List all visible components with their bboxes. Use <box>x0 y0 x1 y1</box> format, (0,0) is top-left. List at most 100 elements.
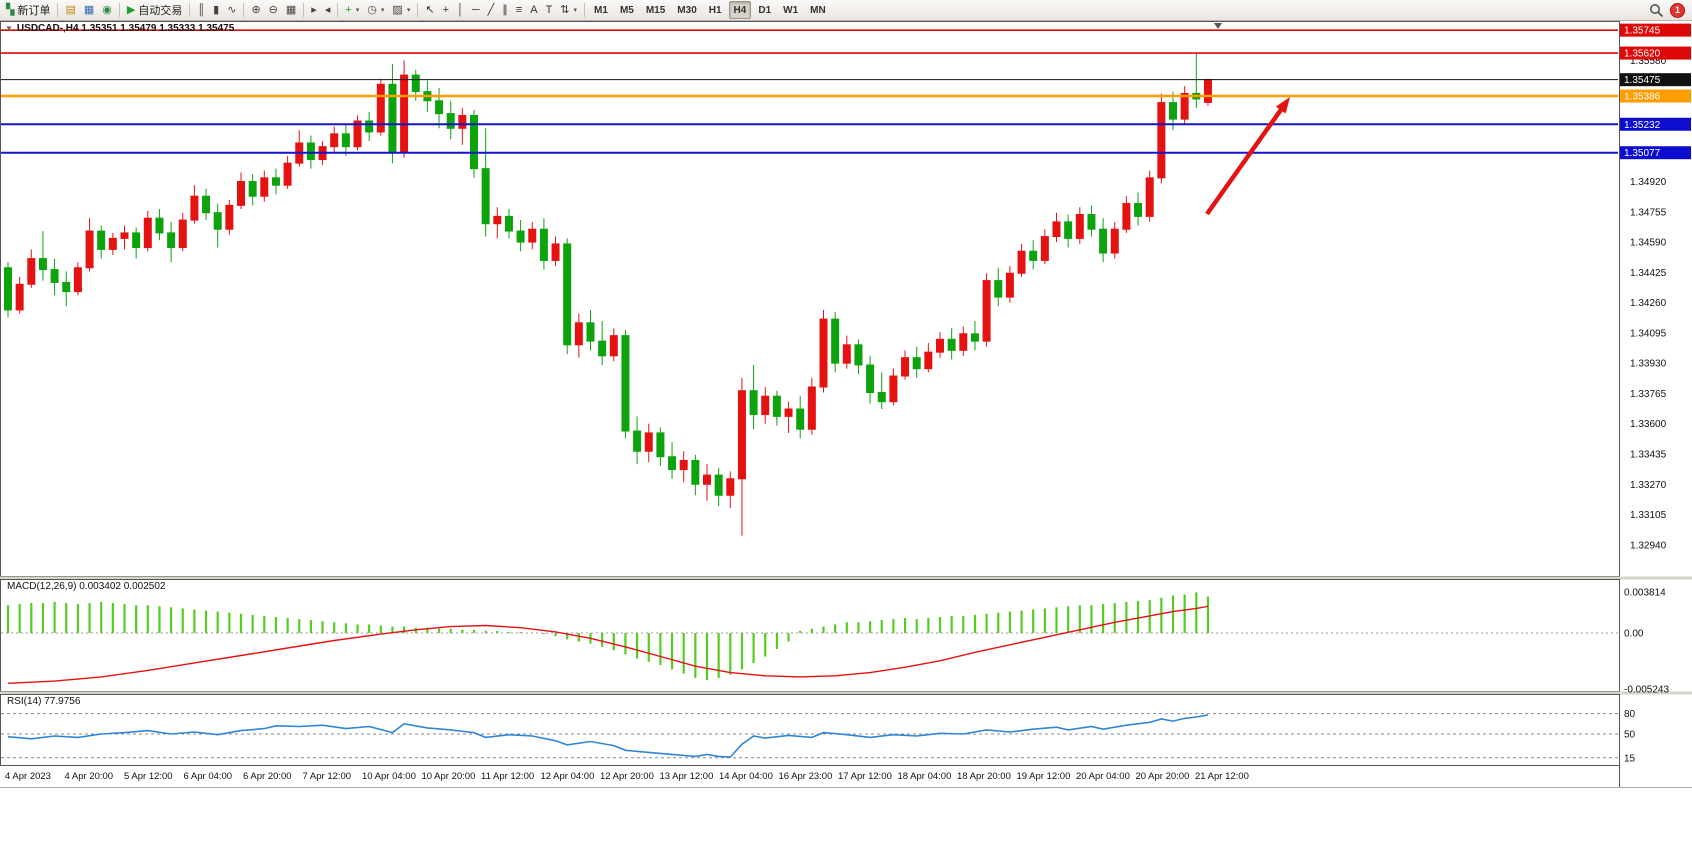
new-order-icon: ▚ <box>6 3 15 16</box>
candle-body <box>668 456 677 471</box>
annotation-arrow[interactable] <box>1205 103 1287 216</box>
profiles-icon: ▦ <box>83 3 95 16</box>
auto-trading-button[interactable]: ▶ 自动交易 <box>123 1 186 20</box>
auto-scroll-button[interactable]: ▸ <box>307 1 321 20</box>
price-tag-label: 1.35386 <box>1624 92 1661 103</box>
chart-shift-button[interactable]: ◂ <box>321 1 335 20</box>
toolbar-group-autotrading: ▶ 自动交易 <box>123 0 186 20</box>
arrows-button[interactable]: ⇅ ▾ <box>556 1 581 20</box>
timeframe-M5[interactable]: M5 <box>619 4 634 16</box>
toolbar-group-timeframes: M1 M5 M15 M30 H1 H4 D1 W1 MN <box>588 0 832 20</box>
candle-body <box>609 335 618 357</box>
candle-body <box>539 228 548 261</box>
price-tag <box>1620 46 1691 60</box>
timeframe-MN[interactable]: MN <box>810 4 826 16</box>
rsi-axis-label: 50 <box>1624 730 1636 741</box>
candle-body <box>283 162 292 186</box>
tile-windows-button[interactable]: ▦ <box>282 1 300 20</box>
candle-body <box>644 432 653 452</box>
channel-button[interactable]: ∥ <box>498 1 512 20</box>
price-axis-label: 1.35580 <box>1630 56 1667 67</box>
candle-body <box>877 392 886 403</box>
search-icon[interactable] <box>1649 3 1664 18</box>
candle-body <box>167 232 176 249</box>
price-tag-label: 1.35745 <box>1624 26 1661 37</box>
candle-body <box>551 243 560 261</box>
fibonacci-button[interactable]: ≡ <box>512 1 526 20</box>
candle-body <box>470 114 478 170</box>
line-chart-button[interactable]: ∿ <box>223 1 240 20</box>
candle-body <box>1134 203 1143 217</box>
arrows-icon: ⇅ <box>560 3 570 16</box>
vertical-line-button[interactable]: │ <box>453 1 468 20</box>
new-order-button[interactable]: ▚ 新订单 <box>2 1 54 20</box>
candle-body <box>388 83 397 153</box>
toolbar-group-scroll: ▸ ◂ <box>307 0 334 20</box>
caret-down-icon: ▾ <box>573 7 578 14</box>
timeframe-D1[interactable]: D1 <box>758 4 772 16</box>
candle-body <box>38 258 47 271</box>
timeframe-H4[interactable]: H4 <box>728 1 752 19</box>
timeframe-M1[interactable]: M1 <box>594 4 608 16</box>
candle-body <box>178 219 187 249</box>
price-tag <box>1620 146 1691 160</box>
timeframe-W1[interactable]: W1 <box>783 4 799 16</box>
price-axis-label: 1.33270 <box>1630 480 1667 491</box>
candle-body <box>866 364 875 394</box>
auto-trading-button-label: 自动交易 <box>138 5 183 17</box>
horizontal-line-button[interactable]: ─ <box>468 1 484 20</box>
bar-chart-button[interactable]: ║ <box>193 1 209 20</box>
candle-body <box>108 237 117 250</box>
text-label-icon: T <box>545 3 553 16</box>
timeframe-M30[interactable]: M30 <box>677 4 697 16</box>
channel-icon: ∥ <box>502 3 508 16</box>
text-button[interactable]: A <box>526 1 541 20</box>
timeframe-M15[interactable]: M15 <box>645 4 666 16</box>
cursor-button[interactable]: ↖ <box>421 1 438 20</box>
candle-body <box>912 357 921 370</box>
notification-badge[interactable]: 1 <box>1670 2 1685 18</box>
candle-body <box>737 390 746 480</box>
candle-body <box>959 333 968 351</box>
candle-body <box>306 142 315 160</box>
periods-button[interactable]: ◷ ▾ <box>363 1 388 20</box>
candle-body <box>726 478 735 496</box>
crosshair-button[interactable]: + <box>439 1 453 20</box>
zoom-in-button[interactable]: ⊕ <box>247 1 264 20</box>
candle-body <box>1157 102 1166 179</box>
timeframe-H1[interactable]: H1 <box>708 4 722 16</box>
candle-body <box>749 390 758 416</box>
zoom-out-button[interactable]: ⊖ <box>265 1 282 20</box>
candle-body <box>1087 214 1096 230</box>
candle-body <box>97 230 106 250</box>
candle-body <box>1122 203 1131 230</box>
panel-separator[interactable] <box>0 576 1692 580</box>
indicators-button[interactable]: + ▾ <box>341 1 363 20</box>
candlestick-button[interactable]: ▮ <box>209 1 223 20</box>
toolbar-separator <box>189 3 191 17</box>
toolbar-separator <box>584 3 586 17</box>
trendline-button[interactable]: ╱ <box>484 1 499 20</box>
candle-body <box>1040 236 1049 261</box>
candle-body <box>50 269 59 283</box>
candle-body <box>4 267 12 311</box>
candle-body <box>411 74 420 93</box>
new-chart-button[interactable]: ▤ <box>61 1 79 20</box>
candle-body <box>155 217 164 234</box>
data-window-button[interactable]: ◉ <box>98 1 116 20</box>
rsi-label: RSI(14) 77.9756 <box>7 696 81 707</box>
candle-body <box>1064 221 1073 239</box>
profiles-button[interactable]: ▦ <box>80 1 98 20</box>
templates-button[interactable]: ▨ ▾ <box>388 1 414 20</box>
text-label-button[interactable]: T <box>542 1 557 20</box>
panel-separator[interactable] <box>0 691 1692 695</box>
candle-body <box>62 281 71 293</box>
toolbar-separator <box>303 3 305 17</box>
zoom-in-icon: ⊕ <box>251 3 261 16</box>
new-order-button-label: 新订单 <box>17 5 51 17</box>
chart-shift-marker-icon[interactable] <box>1214 23 1222 29</box>
price-axis-label: 1.34425 <box>1630 268 1667 279</box>
price-tag <box>1620 23 1691 37</box>
